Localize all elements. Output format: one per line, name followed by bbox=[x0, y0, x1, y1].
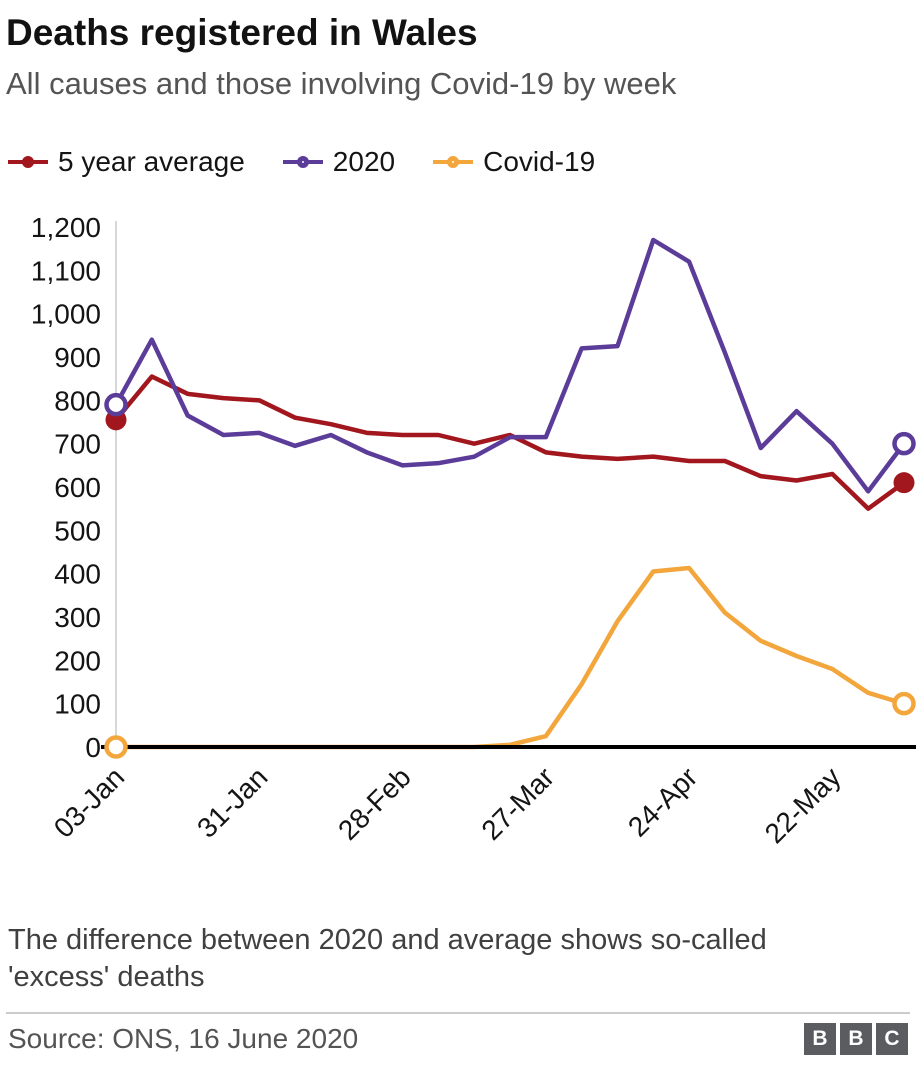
y-tick-label: 800 bbox=[54, 385, 101, 416]
footer-divider bbox=[6, 1012, 910, 1015]
marker-2020 bbox=[892, 431, 916, 456]
x-tick-label: 27-Mar bbox=[475, 761, 560, 846]
bbc-logo-letter: B bbox=[840, 1023, 872, 1056]
bbc-logo-letter: B bbox=[804, 1023, 836, 1056]
y-tick-label: 1,100 bbox=[31, 255, 101, 286]
footnote: The difference between 2020 and average … bbox=[8, 924, 767, 994]
chart-canvas: 0 100 200 300 400 500 600 700 800 900 1,000 1,100 1,… bbox=[31, 212, 916, 849]
x-tick-label: 22-May bbox=[759, 761, 847, 849]
y-tick-label: 200 bbox=[54, 645, 101, 676]
line-2020 bbox=[114, 237, 906, 494]
y-tick-label: 1,000 bbox=[31, 299, 101, 330]
legend-marker-icon bbox=[433, 150, 474, 174]
marker-5-year-average bbox=[893, 472, 915, 494]
y-tick-label: 500 bbox=[54, 515, 101, 546]
marker-covid-19 bbox=[892, 691, 916, 716]
legend-label: 2020 bbox=[332, 146, 396, 177]
y-tick-label: 100 bbox=[54, 689, 101, 720]
line-chart: 0 100 200 300 400 500 600 700 800 900 1,000 1,100 1,… bbox=[6, 202, 916, 874]
legend-item-5-year-average: 5 year average bbox=[8, 146, 245, 178]
legend-label: 5 year average bbox=[58, 146, 245, 177]
x-tick-label: 31-Jan bbox=[191, 761, 273, 843]
marker-2020 bbox=[104, 392, 128, 417]
chart-subtitle: All causes and those involving Covid-19 … bbox=[6, 66, 677, 101]
y-tick-label: 900 bbox=[54, 342, 101, 373]
y-tick-label: 600 bbox=[54, 472, 101, 503]
line-covid-19 bbox=[116, 565, 905, 750]
chart-title: Deaths registered in Wales bbox=[6, 12, 478, 53]
x-tick-label: 28-Feb bbox=[332, 761, 417, 846]
legend-item-2020: 2020 bbox=[282, 146, 396, 178]
marker-covid-19 bbox=[104, 735, 128, 759]
line-5-year-average bbox=[114, 374, 906, 511]
x-tick-label: 24-Apr bbox=[622, 761, 703, 842]
y-tick-label: 400 bbox=[54, 559, 101, 590]
bbc-logo-letter: C bbox=[876, 1023, 908, 1056]
legend-marker-icon bbox=[282, 150, 323, 174]
legend-item-covid-19: Covid-19 bbox=[433, 146, 595, 178]
legend: 5 year average 2020 Covid-19 bbox=[8, 146, 910, 178]
legend-label: Covid-19 bbox=[483, 146, 596, 177]
source-text: Source: ONS, 16 June 2020 bbox=[8, 1023, 359, 1055]
x-tick-label: 03-Jan bbox=[48, 761, 130, 843]
y-tick-label: 0 bbox=[85, 732, 101, 763]
y-tick-label: 1,200 bbox=[31, 212, 101, 243]
y-tick-label: 300 bbox=[54, 602, 101, 633]
legend-marker-icon bbox=[8, 150, 48, 174]
y-tick-label: 700 bbox=[54, 429, 101, 460]
